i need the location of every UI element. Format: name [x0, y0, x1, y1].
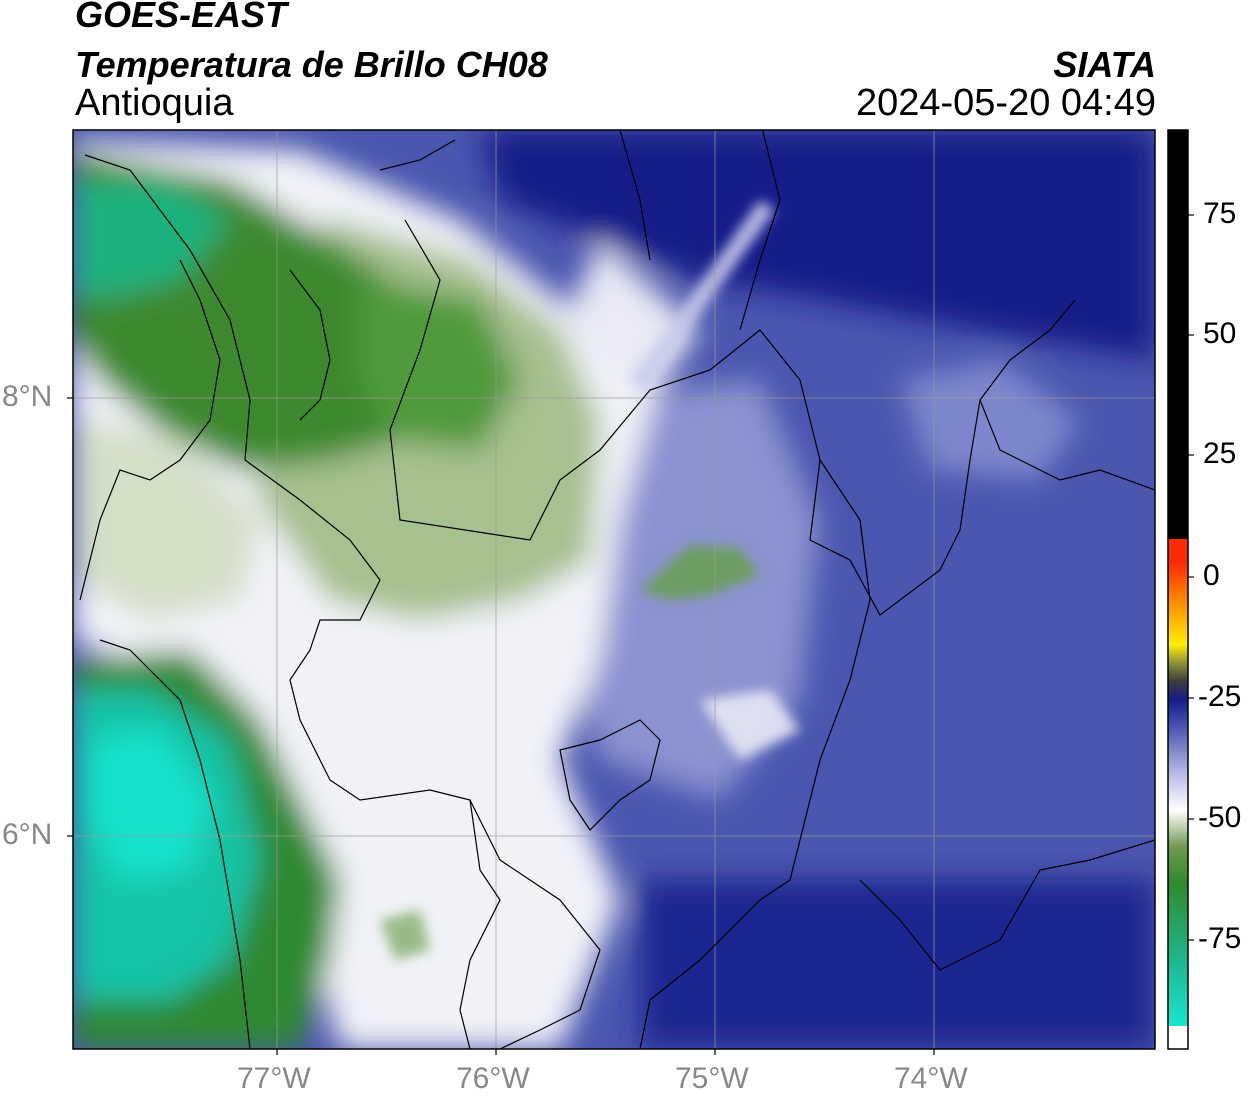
lon-label-76w: 76°W [456, 1062, 530, 1095]
map-frame [72, 129, 1156, 1050]
colorbar-tick: 0 [1203, 559, 1220, 592]
brand-label: SIATA [1053, 44, 1156, 85]
lon-label-77w: 77°W [237, 1062, 311, 1095]
map-title: GOES-EAST [75, 0, 288, 35]
temperature-field [73, 130, 1155, 1049]
lon-label-75w: 75°W [675, 1062, 749, 1095]
map-subtitle: Temperatura de Brillo CH08 [75, 44, 548, 85]
axis-ticks [67, 397, 935, 1055]
lat-label-6n: 6°N [2, 818, 53, 851]
colorbar-tick: 25 [1203, 437, 1237, 470]
colorbar [1167, 129, 1194, 1050]
lat-label-8n: 8°N [2, 380, 53, 413]
boundaries [79, 130, 1155, 1049]
colorbar-tick: -25 [1198, 680, 1242, 713]
colorbar-tick: -50 [1198, 801, 1242, 834]
lon-label-74w: 74°W [894, 1062, 968, 1095]
colorbar-tick: 50 [1203, 317, 1237, 350]
gridlines [73, 130, 1155, 1049]
datetime-label: 2024-05-20 04:49 [855, 82, 1156, 124]
region-label: Antioquia [75, 82, 234, 124]
colorbar-tick: -75 [1198, 922, 1242, 955]
colorbar-tick: 75 [1203, 197, 1237, 230]
